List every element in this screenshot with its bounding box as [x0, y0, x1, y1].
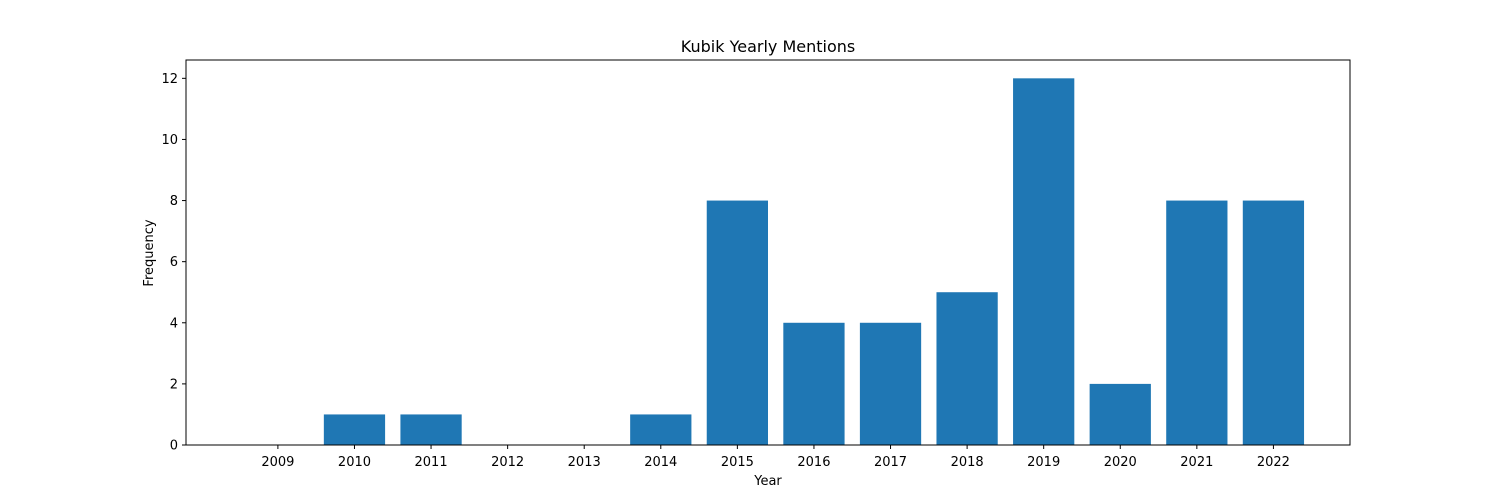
bar-2011 [400, 414, 462, 445]
x-tick-label: 2016 [797, 455, 830, 470]
x-tick-label: 2009 [261, 455, 294, 470]
y-axis: 0 2 4 6 8 10 12 [161, 72, 186, 454]
x-axis-label: Year [753, 474, 782, 489]
bar-2022 [1242, 200, 1305, 445]
bar-2020 [1089, 383, 1151, 445]
bar-2010 [323, 414, 386, 445]
y-tick-label: 4 [170, 316, 178, 331]
bars-group [323, 78, 1305, 445]
x-tick-label: 2018 [951, 455, 984, 470]
x-tick-label: 2019 [1027, 455, 1060, 470]
x-tick-label: 2012 [491, 455, 524, 470]
bar-2016 [783, 322, 845, 445]
chart-title: Kubik Yearly Mentions [681, 37, 855, 56]
bar-2021 [1166, 200, 1228, 445]
x-tick-label: 2011 [415, 455, 448, 470]
y-tick-label: 10 [161, 133, 178, 148]
bar-2017 [859, 322, 922, 445]
x-tick-label: 2015 [721, 455, 754, 470]
y-tick-label: 8 [170, 194, 178, 209]
y-tick-label: 0 [170, 439, 178, 454]
bar-2014 [630, 414, 692, 445]
x-tick-label: 2010 [338, 455, 371, 470]
bar-2018 [936, 292, 998, 445]
bar-2019 [1013, 78, 1075, 445]
y-axis-label: Frequency [142, 219, 157, 286]
y-tick-label: 2 [170, 377, 178, 392]
x-tick-label: 2020 [1104, 455, 1137, 470]
x-tick-label: 2014 [644, 455, 677, 470]
x-tick-label: 2022 [1257, 455, 1290, 470]
bar-2015 [706, 200, 768, 445]
x-axis: 2009 2010 2011 2012 2013 2014 2015 2016 2017 2018… [261, 445, 1290, 470]
y-tick-label: 12 [161, 72, 178, 87]
y-tick-label: 6 [170, 255, 178, 270]
plot-frame [185, 59, 1351, 446]
x-tick-label: 2013 [568, 455, 601, 470]
x-tick-label: 2017 [874, 455, 907, 470]
x-tick-label: 2021 [1180, 455, 1213, 470]
